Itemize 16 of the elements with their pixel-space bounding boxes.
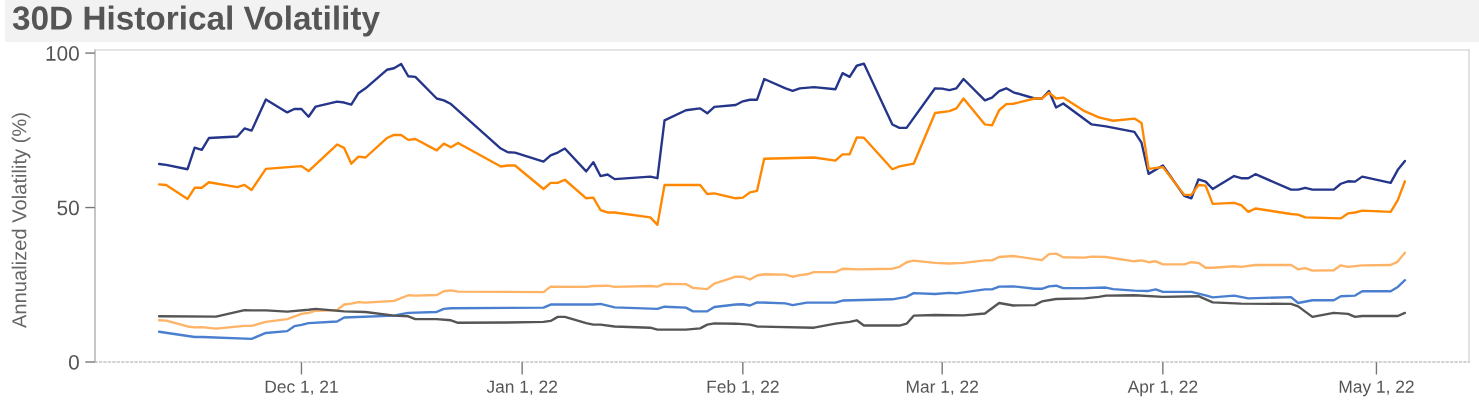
line-series [157, 294, 1407, 331]
y-axis-title: Annualized Volatility (%) [11, 113, 31, 329]
x-tick-label: Mar 1, 22 [906, 380, 978, 395]
line-series [157, 278, 1407, 341]
x-tick-label: May 1, 22 [1339, 380, 1414, 397]
x-tick-label: Apr 1, 22 [1127, 380, 1198, 397]
y-tick-label: 100 [46, 46, 79, 61]
x-tick-label: Dec 1, 21 [265, 380, 338, 395]
y-tick-label: 50 [57, 200, 79, 216]
chart-title: 30D Historical Volatility [12, 5, 380, 37]
y-tick-label: 0 [68, 355, 79, 370]
line-series [157, 62, 1407, 200]
x-tick-label: Jan 1, 22 [486, 380, 557, 395]
line-series [157, 91, 1407, 227]
x-tick-label: Feb 1, 22 [707, 380, 779, 395]
line-series [157, 251, 1407, 330]
